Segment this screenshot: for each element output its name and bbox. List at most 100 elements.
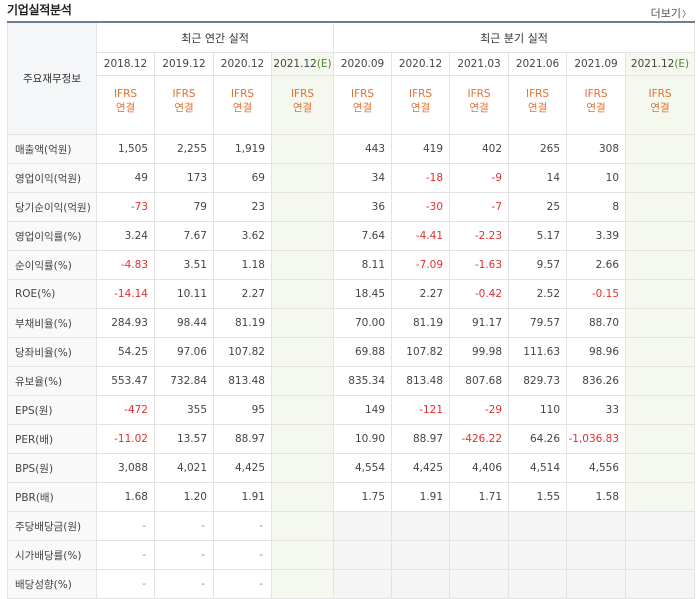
value-cell: -73	[96, 192, 155, 222]
value-cell: 284.93	[96, 308, 155, 338]
value-cell: 4,425	[213, 453, 272, 483]
value-cell: 813.48	[391, 366, 451, 396]
value-cell: 95	[213, 395, 272, 425]
row-label: 유보율(%)	[7, 366, 97, 396]
value-cell: -18	[391, 163, 451, 193]
value-cell: 81.19	[391, 308, 451, 338]
standard-consolidated: 연결	[650, 102, 670, 114]
standard-consolidated: 연결	[410, 102, 431, 114]
value-cell: 107.82	[213, 337, 272, 367]
standard-ifrs: IFRS	[290, 88, 315, 100]
value-cell: 553.47	[96, 366, 155, 396]
period-header: 2021.12(E)	[625, 52, 696, 76]
financial-table: 주요재무정보 최근 연간 실적 최근 분기 실적 2018.12 2019.12 2…	[7, 21, 696, 599]
value-cell	[270, 366, 335, 396]
value-cell: -0.15	[566, 279, 627, 309]
estimate-mark: (E)	[316, 58, 332, 70]
standard-ifrs: IFRS	[408, 88, 433, 100]
value-cell: 88.70	[566, 308, 627, 338]
value-cell: -472	[96, 395, 155, 425]
value-cell: -	[154, 569, 214, 599]
value-cell: 18.45	[333, 279, 393, 309]
chevron-right-icon: 〉	[681, 10, 691, 20]
value-cell: 10	[566, 163, 627, 193]
main-info-header: 주요재무정보	[7, 21, 97, 135]
value-cell: 3.24	[96, 221, 155, 251]
value-cell	[333, 569, 393, 599]
value-cell: 8	[566, 192, 627, 222]
value-cell	[270, 395, 335, 425]
accounting-standard: IFRS 연결	[154, 75, 214, 135]
value-cell	[625, 482, 696, 512]
value-cell: 98.96	[566, 337, 627, 367]
standard-consolidated: 연결	[292, 102, 313, 114]
value-cell	[508, 569, 568, 599]
value-cell: -9	[449, 163, 510, 193]
value-cell: 111.63	[508, 337, 568, 367]
value-cell: 1.18	[213, 250, 272, 280]
accounting-standard: IFRS 연결	[270, 75, 335, 135]
value-cell: 25	[508, 192, 568, 222]
table-row: 순이익률(%) -4.83 3.51 1.18 8.11 -7.09 -1.63 9.57 2.…	[7, 250, 696, 280]
standard-ifrs: IFRS	[230, 88, 255, 100]
value-cell: 829.73	[508, 366, 568, 396]
value-cell	[449, 511, 510, 541]
accounting-standard: IFRS 연결	[96, 75, 155, 135]
value-cell: 9.57	[508, 250, 568, 280]
period-header: 2021.09	[566, 52, 627, 76]
value-cell	[625, 279, 696, 309]
value-cell	[270, 540, 335, 570]
value-cell	[625, 134, 696, 164]
value-cell	[270, 337, 335, 367]
value-cell	[270, 569, 335, 599]
standard-ifrs: IFRS	[467, 88, 491, 100]
value-cell: 2.52	[508, 279, 568, 309]
value-cell: -7	[449, 192, 510, 222]
value-cell: -4.83	[96, 250, 155, 280]
row-label: 당좌비율(%)	[7, 337, 97, 367]
value-cell	[625, 250, 696, 280]
value-cell	[625, 337, 696, 367]
value-cell: 3,088	[96, 453, 155, 483]
row-label: 당기순이익(억원)	[7, 192, 97, 222]
value-cell: 23	[213, 192, 272, 222]
value-cell: 99.98	[449, 337, 510, 367]
period-header: 2018.12	[96, 52, 155, 76]
standard-ifrs: IFRS	[350, 88, 375, 100]
table-row: 유보율(%) 553.47 732.84 813.48 835.34 813.48 807.…	[7, 366, 696, 396]
value-cell	[270, 511, 335, 541]
accounting-standard: IFRS 연결	[566, 75, 627, 135]
value-cell	[625, 221, 696, 251]
value-cell: 402	[449, 134, 510, 164]
period-label: 2021.09	[574, 58, 618, 70]
period-header: 2020.12	[213, 52, 272, 76]
value-cell: 79	[154, 192, 214, 222]
table-row: 영업이익률(%) 3.24 7.67 3.62 7.64 -4.41 -2.23 5.17 3.…	[7, 221, 696, 251]
value-cell: -29	[449, 395, 510, 425]
more-link[interactable]: 더보기〉	[651, 5, 691, 21]
period-label: 2021.03	[457, 58, 501, 70]
value-cell	[625, 308, 696, 338]
value-cell	[566, 569, 627, 599]
value-cell: 835.34	[333, 366, 393, 396]
value-cell: 2,255	[154, 134, 214, 164]
value-cell	[508, 540, 568, 570]
value-cell: 7.64	[333, 221, 393, 251]
value-cell: 4,425	[391, 453, 451, 483]
period-header: 2021.06	[508, 52, 568, 76]
value-cell: 4,406	[449, 453, 510, 483]
value-cell: 443	[333, 134, 393, 164]
value-cell: 81.19	[213, 308, 272, 338]
row-label: 배당성향(%)	[7, 569, 97, 599]
value-cell: 265	[508, 134, 568, 164]
standard-consolidated: 연결	[586, 102, 606, 114]
value-cell: 69	[213, 163, 272, 193]
value-cell: 2.27	[391, 279, 451, 309]
value-cell: -2.23	[449, 221, 510, 251]
table-row: 시가배당률(%) - - -	[7, 540, 696, 570]
standard-ifrs: IFRS	[648, 88, 672, 100]
row-label: EPS(원)	[7, 395, 97, 425]
row-label: 순이익률(%)	[7, 250, 97, 280]
standard-ifrs: IFRS	[113, 88, 138, 100]
